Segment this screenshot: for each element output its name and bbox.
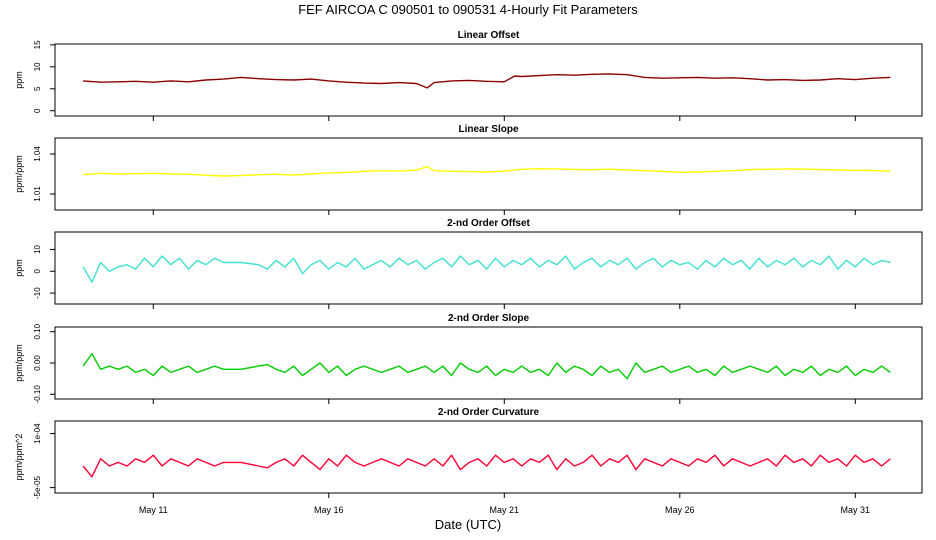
x-tick-label: May 26 bbox=[665, 505, 695, 515]
y-tick-label: -0.10 bbox=[33, 385, 42, 404]
y-tick-label: -5e-05 bbox=[33, 475, 42, 499]
series-line bbox=[82, 454, 891, 478]
series-line bbox=[83, 165, 891, 177]
y-axis-label: ppm bbox=[14, 259, 24, 277]
y-tick-label: 1.04 bbox=[33, 146, 42, 162]
panel-title: Linear Slope bbox=[458, 124, 518, 135]
y-tick-label: 1e-04 bbox=[33, 423, 42, 444]
x-tick-label: May 16 bbox=[314, 505, 344, 515]
panel-frame bbox=[54, 137, 923, 211]
panel-5: 2-nd Order Curvature ppm/ppm^2 -5e-05 1e-04 bbox=[14, 407, 923, 499]
y-tick-label: 5 bbox=[33, 86, 42, 91]
series-line bbox=[82, 352, 891, 380]
panel-title: Linear Offset bbox=[458, 30, 520, 41]
y-tick-label: 0 bbox=[33, 108, 42, 113]
x-tick-label: May 21 bbox=[490, 505, 520, 515]
panel-title: 2-nd Order Offset bbox=[447, 218, 530, 229]
y-axis-label: ppm/ppm bbox=[14, 344, 24, 382]
y-tick-label: 10 bbox=[33, 244, 42, 253]
x-axis-title: Date (UTC) bbox=[434, 517, 502, 532]
y-axis-label: ppm/ppm bbox=[14, 155, 24, 193]
panel-frame bbox=[54, 420, 923, 494]
y-tick-label: 10 bbox=[33, 62, 42, 71]
panel-title: 2-nd Order Slope bbox=[448, 313, 530, 324]
y-tick-label: -10 bbox=[33, 287, 42, 299]
y-tick-label: 0 bbox=[33, 268, 42, 273]
y-tick-label: 0.00 bbox=[33, 355, 42, 371]
y-axis-label: ppm bbox=[14, 71, 24, 89]
series-line bbox=[82, 255, 891, 283]
y-tick-label: 0.10 bbox=[33, 323, 42, 339]
panel-4: 2-nd Order Slope ppm/ppm -0.10 0.00 0.10 bbox=[14, 313, 923, 404]
x-tick-label: May 31 bbox=[841, 505, 871, 515]
panel-2: Linear Slope ppm/ppm 1.01 1.04 bbox=[14, 124, 923, 215]
figure-title: FEF AIRCOA C 090501 to 090531 4-Hourly F… bbox=[298, 2, 638, 17]
panel-3: 2-nd Order Offset ppm -10 0 10 bbox=[14, 218, 923, 309]
y-tick-label: 15 bbox=[33, 40, 42, 49]
x-tick-label: May 11 bbox=[139, 505, 168, 515]
panel-frame bbox=[54, 231, 923, 305]
y-tick-label: 1.01 bbox=[33, 186, 42, 202]
panel-title: 2-nd Order Curvature bbox=[438, 407, 540, 418]
y-axis-label: ppm/ppm^2 bbox=[14, 434, 24, 481]
panel-1: Linear Offset ppm 0 5 10 15 bbox=[14, 30, 923, 121]
series-line bbox=[83, 73, 891, 89]
panel-frame bbox=[54, 43, 923, 117]
panel-frame bbox=[54, 326, 923, 400]
